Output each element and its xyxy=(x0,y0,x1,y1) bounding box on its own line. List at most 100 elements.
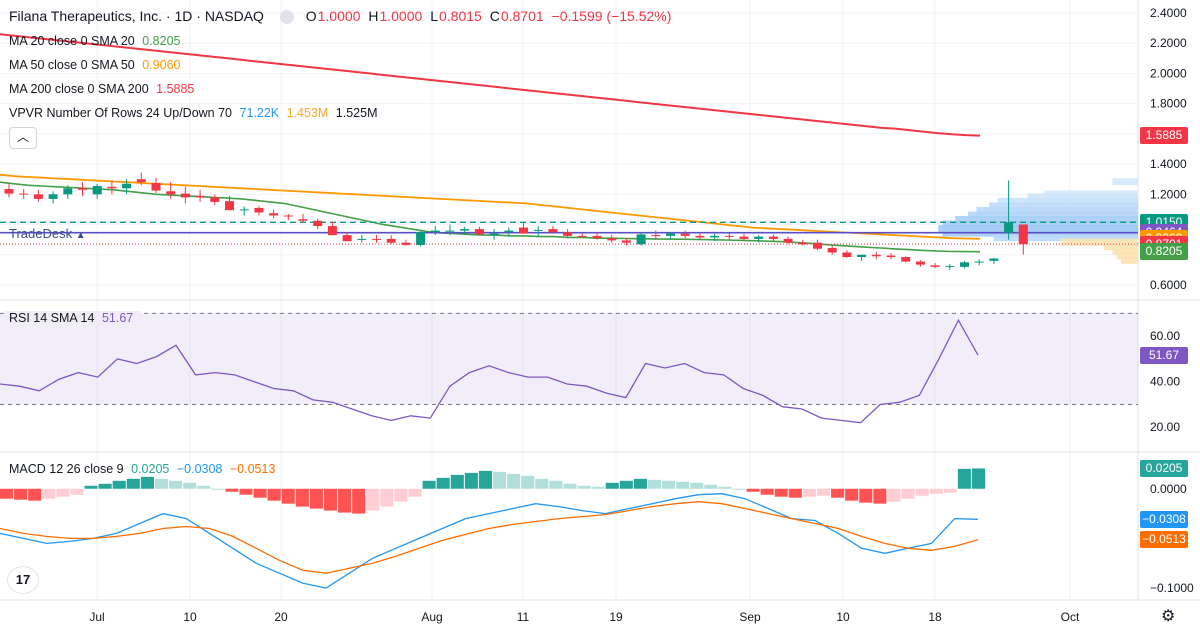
legend-ma50[interactable]: MA 50 close 0 SMA 50 0.9060 xyxy=(9,58,181,72)
candle-body xyxy=(122,183,132,189)
macd-histogram-bar xyxy=(816,488,831,496)
chevron-up-icon[interactable]: ︿ xyxy=(9,127,37,149)
candle-body xyxy=(151,183,161,191)
candle-body xyxy=(386,238,396,243)
macd-histogram-bar xyxy=(309,488,323,509)
candle-body xyxy=(416,232,426,245)
candle-body xyxy=(430,230,440,233)
candle-body xyxy=(195,195,205,198)
macd-histogram-bar xyxy=(662,480,676,489)
ohlc-close: 0.8701 xyxy=(500,8,544,24)
macd-histogram-bar xyxy=(169,480,183,489)
candle xyxy=(269,209,279,219)
volume-profile-row xyxy=(1104,243,1138,251)
candle xyxy=(4,183,14,198)
candle xyxy=(886,253,896,260)
legend-ma20[interactable]: MA 20 close 0 SMA 20 0.8205 xyxy=(9,34,181,48)
legend-vpvr[interactable]: VPVR Number Of Rows 24 Up/Down 70 71.22K… xyxy=(9,106,378,120)
volume-profile-row xyxy=(955,216,1138,224)
candle xyxy=(342,232,352,242)
macd-histogram-bar xyxy=(718,486,732,489)
time-axis-label: 20 xyxy=(274,610,288,624)
candle-body xyxy=(283,215,293,217)
candle-body xyxy=(19,193,29,195)
macd-histogram-bar xyxy=(957,468,971,489)
candle xyxy=(695,232,705,240)
candle-body xyxy=(92,186,102,195)
candle xyxy=(739,233,749,242)
candle xyxy=(607,235,617,243)
tradingview-logo-icon[interactable]: 17 xyxy=(8,567,38,593)
candle-body xyxy=(695,235,705,238)
candle-body xyxy=(901,257,911,262)
candle xyxy=(651,230,661,240)
candle xyxy=(974,259,984,266)
macd-signal-line xyxy=(0,501,979,574)
macd-histogram-bar xyxy=(845,488,859,501)
volume-profile-row xyxy=(1061,238,1138,246)
candle xyxy=(901,256,911,263)
macd-histogram-bar xyxy=(56,488,70,497)
candle-body xyxy=(401,242,411,245)
candle-body xyxy=(621,240,631,243)
candle xyxy=(254,206,264,216)
time-axis-label: Oct xyxy=(1061,610,1080,624)
candle xyxy=(489,229,499,240)
time-axis-label: 11 xyxy=(517,610,530,624)
candle xyxy=(416,231,426,247)
candle xyxy=(239,206,249,216)
candle-body xyxy=(269,213,279,216)
candle xyxy=(871,251,881,260)
candle-body xyxy=(813,242,822,249)
market-status-icon[interactable] xyxy=(279,10,294,25)
candle-body xyxy=(577,235,587,237)
chart-title: Filana Therapeutics, Inc. · 1D · NASDAQ xyxy=(9,8,264,24)
candle xyxy=(724,233,734,240)
candle xyxy=(857,254,867,261)
macd-histogram-bar xyxy=(971,468,985,489)
macd-histogram-bar xyxy=(521,475,535,489)
candle-body xyxy=(136,179,146,183)
gear-icon[interactable]: ⚙ xyxy=(1161,608,1176,625)
candle-body xyxy=(357,238,367,240)
macd-histogram-bar xyxy=(535,478,549,489)
macd-histogram-bar xyxy=(732,488,746,490)
candle-body xyxy=(166,191,176,195)
candle-body xyxy=(445,230,455,232)
candle-body xyxy=(298,219,308,221)
candle xyxy=(327,221,337,236)
candle xyxy=(592,232,602,240)
price-axis-label: 2.2000 xyxy=(1150,36,1187,50)
macd-histogram-bar xyxy=(281,488,295,504)
candle xyxy=(989,257,999,264)
candle-body xyxy=(636,234,646,245)
candle-body xyxy=(798,242,808,245)
candle xyxy=(1018,224,1028,255)
ohlc-high: 1.0000 xyxy=(379,8,423,24)
macd-histogram-bar xyxy=(366,488,380,511)
macd-histogram-bar xyxy=(887,488,901,502)
time-axis-label: Jul xyxy=(89,610,104,624)
candle-body xyxy=(960,262,969,267)
candle xyxy=(313,218,323,230)
legend-macd[interactable]: MACD 12 26 close 9 0.0205 −0.0308 −0.051… xyxy=(9,462,276,476)
price-axis-label: 0.6000 xyxy=(1150,278,1187,292)
rsi-axis-label: 40.00 xyxy=(1150,375,1180,389)
rsi-axis-label: 20.00 xyxy=(1150,420,1180,434)
legend-rsi[interactable]: RSI 14 SMA 14 51.67 xyxy=(5,311,142,325)
macd-histogram-bar xyxy=(197,485,211,489)
candle xyxy=(666,232,675,240)
price-axis-label: 2.0000 xyxy=(1150,66,1187,80)
time-axis-label: 10 xyxy=(183,610,197,624)
candle xyxy=(210,194,220,205)
macd-histogram-bar xyxy=(760,488,774,495)
candle xyxy=(122,179,132,195)
ma200-line xyxy=(0,33,981,137)
macd-line xyxy=(0,493,979,589)
legend-ma200[interactable]: MA 200 close 0 SMA 200 1.5885 xyxy=(9,82,195,96)
candle-body xyxy=(930,265,940,267)
macd-histogram-bar xyxy=(450,474,464,489)
candle-body xyxy=(783,238,793,243)
volume-profile-row xyxy=(1116,252,1138,260)
